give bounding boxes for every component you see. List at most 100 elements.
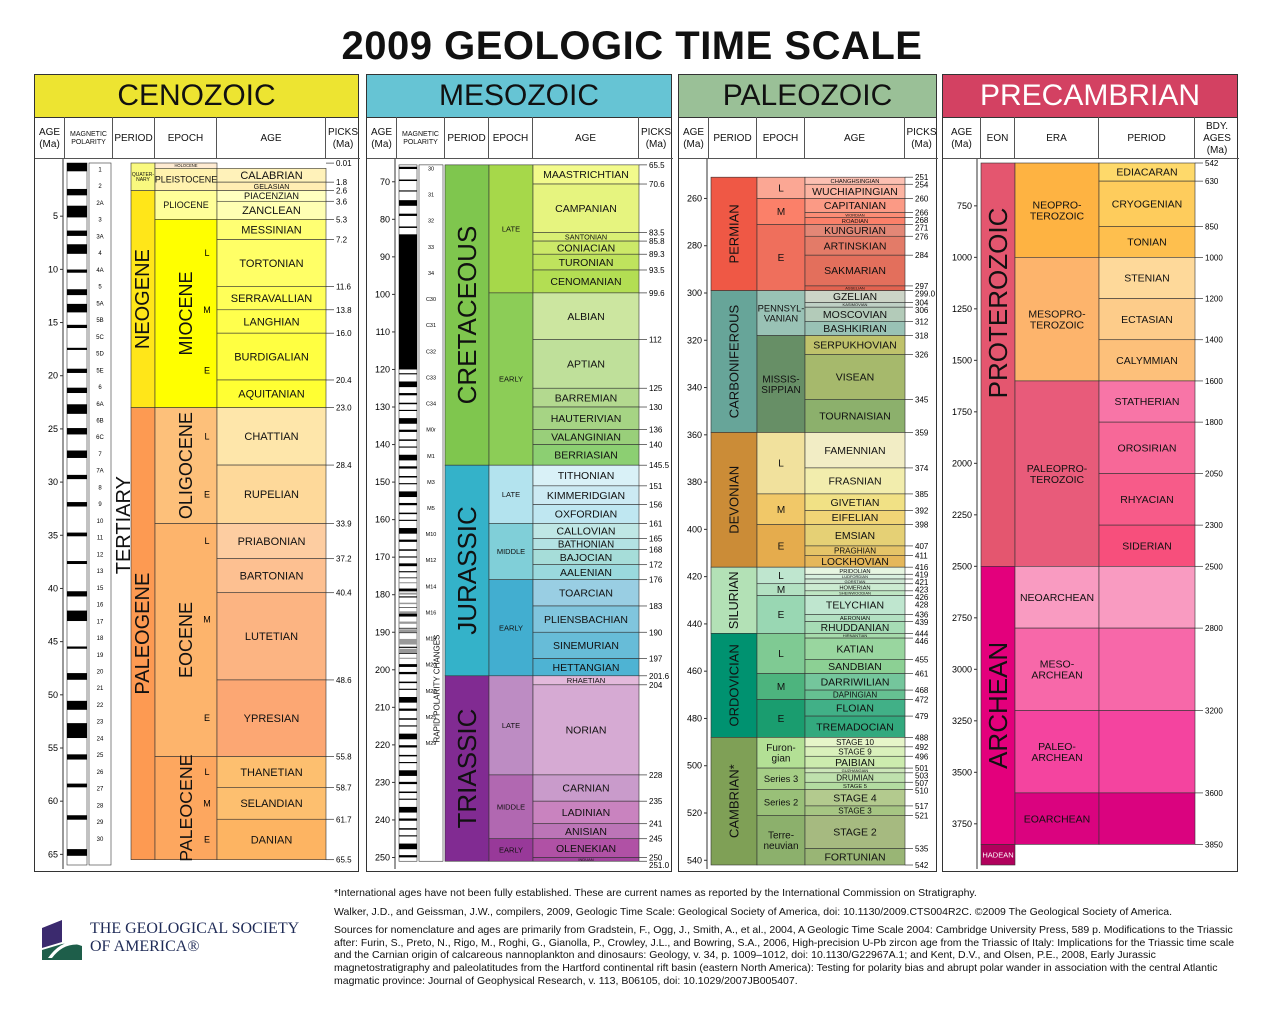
meso-polarity-band [399,791,417,794]
meso-pick-label: 183 [649,602,663,611]
paleo-stage-box [804,815,906,849]
ceno-polarity-band [67,205,87,218]
paleo-pick-label: 312 [915,317,929,326]
ceno-polarity-band [67,324,87,329]
pre-period-label-siderian: SIDERIAN [1122,540,1172,552]
ceno-chron-label: 24 [97,736,104,742]
paleo-stage-label-gzelian: GZELIAN [833,292,877,303]
meso-pick-label: 89.3 [649,250,665,259]
ceno-polarity-band [67,347,87,350]
meso-stage-label-santonian: SANTONIAN [565,232,607,241]
meso-polarity-band [399,393,417,396]
ceno-polarity-band [67,673,87,680]
ceno-pick-label: 11.6 [336,282,352,291]
pre-eon-label-archean: ARCHEAN [983,642,1013,769]
meso-polarity-band [399,621,417,624]
ceno-chron-label: 20 [97,669,104,675]
paleo-pick-label: 398 [915,521,929,530]
meso-age-axis-tick-label: 140 [375,440,390,450]
meso-polarity-band [399,483,417,485]
ceno-stage-box [216,818,327,860]
mesozoic-header: MESOZOIC [367,75,671,118]
ceno-pick-label: 55.8 [336,753,352,762]
ceno-stage-label-lutetian: LUTETIAN [245,631,298,643]
meso-period-box [444,464,490,677]
ceno-chron-label: 4 [98,251,102,257]
meso-pick-label: 140 [649,441,663,450]
meso-pick-label: 136 [649,426,663,435]
paleozoic-panel: PALEOZOIC AGE (Ma) PERIOD EPOCH AGE PICK… [678,74,938,872]
paleo-period-label-devonian: DEVONIAN [727,466,742,534]
meso-stage-label-bajocian: BAJOCIAN [560,552,613,564]
ceno-chron-label: 25 [97,753,104,759]
paleo-stage-label-tremadocian: TREMADOCIAN [816,721,894,733]
ceno-stage-label-gelasian: GELASIAN [254,183,290,191]
meso-epoch-label-early: EARLY [499,846,523,855]
paleo-pick-label: 501 [915,764,929,773]
meso-epoch-label-early: EARLY [499,623,523,632]
paleo-stage-label-changhsingian: CHANGHSINGIAN [831,179,880,185]
paleo-stage-box [804,848,906,866]
meso-chron-label: C30 [426,297,436,303]
ceno-period-label-neogene: NEOGENE [132,249,154,349]
meso-stage-box [532,774,640,802]
paleo-stage-label-drumian: DRUMIAN [836,773,874,782]
ceno-chron-label: 5B [96,318,103,324]
meso-stage-label-valanginian: VALANGINIAN [551,432,621,444]
paleo-age-axis-tick-label: 400 [687,524,702,534]
age-col-header: AGE (Ma) [367,117,397,159]
pre-age-axis-tick-label: 3500 [952,767,972,777]
paleo-period-label-ordovician: ORDOVICIAN [727,644,742,726]
meso-epoch-label-late: LATE [502,225,520,234]
meso-epoch-label-late: LATE [502,490,520,499]
ceno-pick-label: 2.6 [336,187,348,196]
paleo-epoch-label-l: L [778,571,784,582]
ceno-subepoch-label: E [204,489,210,499]
pre-period-box [1098,421,1196,474]
meso-polarity-band [399,539,417,542]
paleo-pick-label: 385 [915,490,929,499]
meso-polarity-band [399,213,417,216]
ceno-chron-label: 2 [98,184,102,190]
ceno-stage-box [216,558,327,594]
paleo-stage-label-tournaisian: TOURNAISIAN [819,411,891,423]
pre-age-axis-tick-label: 2000 [952,458,972,468]
pre-period-label-statherian: STATHERIAN [1115,396,1180,408]
ceno-pick-label: 61.7 [336,815,352,824]
paleo-stage-label-rhuddanian: RHUDDANIAN [821,623,890,634]
ceno-pick-label: 37.2 [336,555,352,564]
pre-pick-label: 1600 [1205,377,1223,386]
bdy-col-header: BDY. AGES (Ma) [1195,117,1239,159]
meso-stage-label-kimmeridgian: KIMMERIDGIAN [547,490,625,502]
ceno-chron-label: 23 [97,720,104,726]
meso-pick-label: 241 [649,820,663,829]
meso-polarity-band [399,843,417,850]
meso-stage-box [532,684,640,776]
paleo-pick-label: 268 [915,216,929,225]
stage-col-header: AGE [805,117,905,159]
paleo-pick-label: 439 [915,618,929,627]
ceno-pick-label: 23.0 [336,404,352,413]
paleo-pick-label: 411 [915,551,928,560]
paleo-stage-box [804,399,906,433]
meso-epoch-box [488,579,534,677]
meso-polarity-band [399,577,417,579]
meso-polarity-band [399,818,417,821]
paleo-age-axis-tick-label: 480 [687,713,702,723]
paleo-age-axis-tick-label: 420 [687,572,702,582]
pre-pick-label: 3200 [1205,707,1223,716]
precambrian-chart: 750 1000 1250 1500 1750 2000 2250 2500 2750 3000 3… [952,159,1223,869]
meso-age-axis-tick-label: 200 [375,665,390,675]
meso-polarity-band [399,688,417,690]
paleo-stage-label-darriwilian: DARRIWILIAN [821,676,890,688]
ceno-polarity-band [67,754,87,760]
paleo-stage-label-sandbian: SANDBIAN [828,661,882,673]
meso-polarity-band [399,563,417,567]
paleo-period-box [710,176,758,291]
ceno-chron-label: 6A [96,402,103,408]
meso-polarity-band [399,179,417,182]
ceno-polarity-band [67,289,87,296]
footnote-international: *International ages have not been fully … [334,887,977,899]
meso-stage-label-tithonian: TITHONIAN [558,470,615,482]
paleo-stage-label-visean: VISEAN [836,372,875,384]
